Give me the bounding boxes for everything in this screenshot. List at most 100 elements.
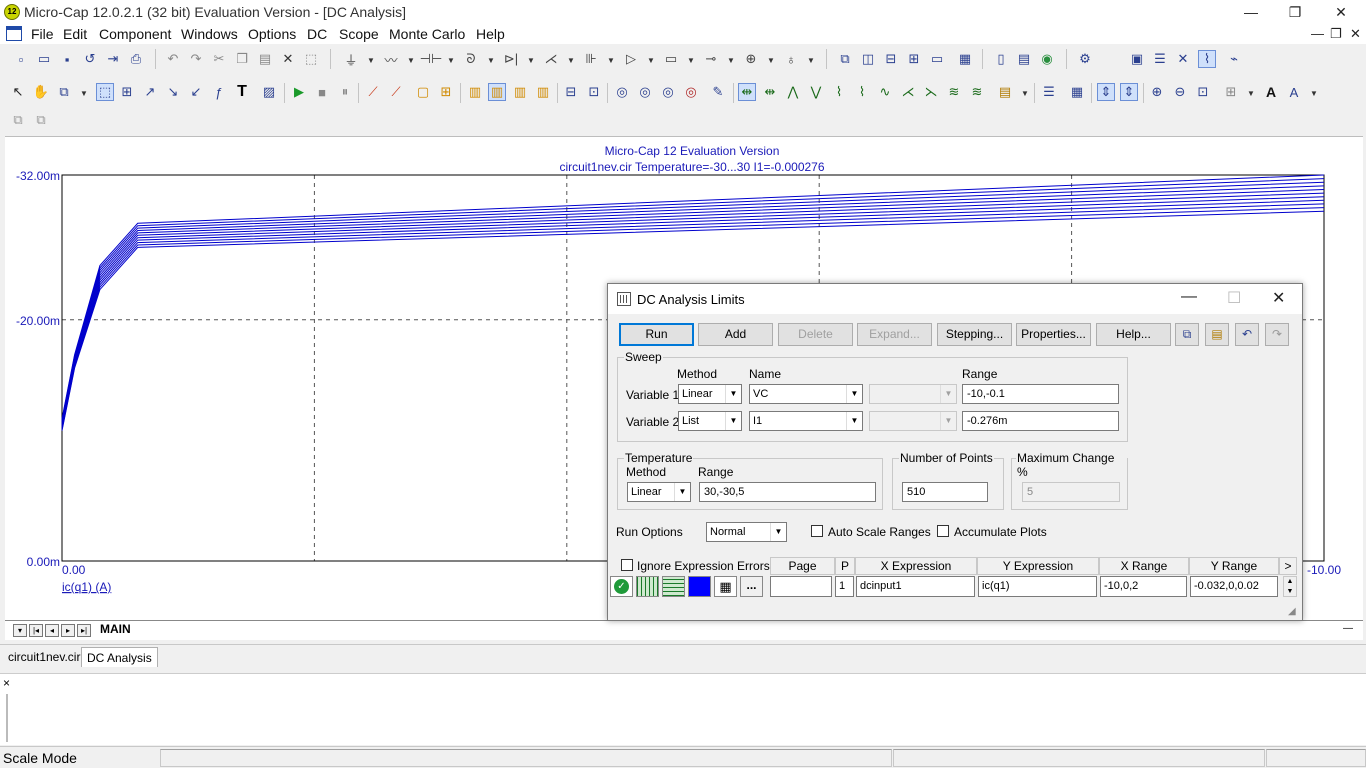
output-splitter[interactable] — [6, 694, 12, 742]
ground-component-icon[interactable]: ⏚ — [344, 52, 358, 68]
page-tab-main[interactable]: MAIN — [100, 622, 131, 636]
numeric-output-icon[interactable]: ☰ — [1043, 84, 1055, 99]
run-options-select[interactable]: Normal ▼ — [706, 522, 787, 542]
zoom-out-icon[interactable]: ⊖ — [1174, 84, 1186, 99]
performance-tag-icon[interactable]: ƒ — [215, 84, 223, 100]
page-cell[interactable] — [770, 576, 832, 597]
tabs-menu-button[interactable]: ▾ — [13, 624, 27, 637]
next-page-button[interactable]: ▸ — [61, 624, 75, 637]
new-file-icon[interactable]: ▫ — [18, 51, 24, 67]
x-range-column-header[interactable]: X Range — [1099, 557, 1189, 575]
rectangle-icon[interactable]: ▢ — [416, 84, 430, 99]
y-expression-cell[interactable]: ic(q1) — [978, 576, 1097, 597]
page-column-header[interactable]: Page — [770, 557, 835, 575]
x-range-cell[interactable]: -10,0,2 — [1100, 576, 1187, 597]
ic-component-icon[interactable]: ▭ — [664, 51, 678, 66]
last-page-button[interactable]: ▸| — [77, 624, 91, 637]
tile-vertical-icon[interactable]: ◫ — [861, 51, 875, 66]
tab-circuit[interactable]: circuit1nev.cir — [8, 650, 81, 664]
analysis-plot-icon[interactable]: ⌇ — [1198, 50, 1216, 68]
draw-arrow-icon[interactable]: ⟋ — [391, 84, 401, 99]
print-icon[interactable]: ⎙ — [130, 51, 142, 66]
high-icon[interactable]: ⌇ — [835, 84, 843, 99]
stack-plots-icon[interactable]: ⊡ — [588, 84, 600, 99]
copy-limits-icon[interactable]: ⧉ — [1175, 323, 1199, 346]
data-points-icon[interactable]: ⊡ — [1197, 84, 1209, 99]
send-back-icon[interactable]: ⧉ — [36, 112, 46, 127]
baseline-icon[interactable]: ▥ — [536, 84, 550, 99]
tile-grid-icon[interactable]: ⊞ — [908, 51, 920, 66]
properties-icon[interactable]: ▣ — [1130, 51, 1144, 66]
revert-icon[interactable]: ↺ — [84, 51, 96, 66]
variable1-method-select[interactable]: Linear ▼ — [678, 384, 742, 404]
vertical-tag-icon[interactable]: ↙ — [190, 84, 202, 99]
output-close-icon[interactable]: × — [3, 676, 11, 690]
menu-component[interactable]: Component — [99, 26, 172, 42]
p-cell[interactable]: 1 — [835, 576, 854, 597]
dialog-undo-icon[interactable]: ↶ — [1235, 323, 1259, 346]
number-of-points-input[interactable]: 510 — [902, 482, 988, 502]
mdi-close-button[interactable]: ✕ — [1350, 26, 1361, 41]
pause-icon[interactable]: ⏸ — [341, 84, 349, 99]
output-pane[interactable]: × — [0, 673, 1366, 745]
expression-more-button[interactable]: ... — [740, 576, 763, 597]
global-low-icon[interactable]: ⋋ — [924, 84, 938, 99]
y-range-column-header[interactable]: Y Range — [1189, 557, 1279, 575]
tokens-icon[interactable]: ⊞ — [1225, 84, 1237, 99]
maximize-window-icon[interactable]: ▭ — [930, 51, 944, 66]
undo-icon[interactable]: ↶ — [167, 51, 179, 66]
ignore-expression-errors-checkbox[interactable] — [621, 559, 633, 571]
trace-color-icon[interactable] — [688, 576, 711, 597]
pan-mode-icon[interactable]: ✋ — [32, 84, 50, 99]
menu-scope[interactable]: Scope — [339, 26, 379, 42]
plot-properties-icon[interactable]: ✎ — [712, 84, 724, 99]
app-icon[interactable]: 12 — [4, 4, 20, 20]
variable2-param-select[interactable]: ▼ — [869, 411, 957, 431]
y-expression-column-header[interactable]: Y Expression — [977, 557, 1099, 575]
x-expression-cell[interactable]: dcinput1 — [856, 576, 975, 597]
minimize-button[interactable]: — — [1244, 4, 1258, 20]
delete-icon[interactable]: ✕ — [282, 51, 294, 66]
menu-options[interactable]: Options — [248, 26, 297, 42]
tab-dc-analysis[interactable]: DC Analysis — [81, 647, 158, 667]
variable1-range-input[interactable]: -10,-0.1 — [962, 384, 1119, 404]
resistor-component-icon[interactable]: 〰 — [384, 52, 398, 68]
temperature-method-select[interactable]: Linear ▼ — [627, 482, 691, 502]
capacitor-component-icon[interactable]: ⊣⊢ — [419, 51, 443, 66]
variable2-range-input[interactable]: -0.276m — [962, 411, 1119, 431]
inductor-component-icon[interactable]: ᘐ — [466, 51, 476, 66]
restore-button[interactable]: ❐ — [1288, 4, 1302, 20]
close-button[interactable]: ✕ — [1335, 4, 1347, 20]
add-button[interactable]: Add — [698, 323, 773, 346]
menu-edit[interactable]: Edit — [63, 26, 88, 42]
clipboard-icon[interactable]: ▤ — [998, 84, 1012, 99]
p-column-header[interactable]: P — [835, 557, 855, 575]
menu-monte-carlo[interactable]: Monte Carlo — [389, 26, 466, 42]
menu-help[interactable]: Help — [476, 26, 505, 42]
transistor-component-icon[interactable]: ⋌ — [544, 51, 558, 66]
cursor-left-right-icon[interactable]: ⇹ — [738, 83, 756, 101]
variable2-method-select[interactable]: List ▼ — [678, 411, 742, 431]
delete-button[interactable]: Delete — [778, 323, 853, 346]
select-all-icon[interactable]: ⬚ — [304, 51, 318, 66]
variable1-param-select[interactable]: ▼ — [869, 384, 957, 404]
paste-icon[interactable]: ▤ — [258, 51, 272, 66]
probe-plot-icon[interactable]: ⌁ — [1230, 51, 1238, 66]
redo-icon[interactable]: ↷ — [190, 51, 202, 66]
grid-bold-icon[interactable]: ▥ — [468, 84, 482, 99]
maximum-change-input[interactable]: 5 — [1022, 482, 1120, 502]
scale-mode-icon[interactable]: ⬚ — [96, 83, 114, 101]
minor-log-grid-icon[interactable]: ▥ — [513, 84, 527, 99]
draw-line-icon[interactable]: ⟋ — [368, 84, 378, 99]
x-expression-column-header[interactable]: X Expression — [855, 557, 977, 575]
grid-icon[interactable]: ⊞ — [440, 84, 452, 99]
list-properties-icon[interactable]: ☰ — [1154, 51, 1166, 66]
resize-grip-icon[interactable]: ◢ — [1288, 606, 1296, 617]
switch-component-icon[interactable]: ⊸ — [705, 51, 717, 66]
animate-icon[interactable]: ▦ — [1070, 84, 1084, 99]
calculator-icon[interactable]: ▦ — [958, 51, 972, 66]
cursor-tracking-icon[interactable]: ⇹ — [764, 84, 776, 99]
menu-file[interactable]: File — [31, 26, 54, 42]
stepping-button[interactable]: Stepping... — [937, 323, 1012, 346]
inflection-icon[interactable]: ∿ — [879, 84, 891, 99]
